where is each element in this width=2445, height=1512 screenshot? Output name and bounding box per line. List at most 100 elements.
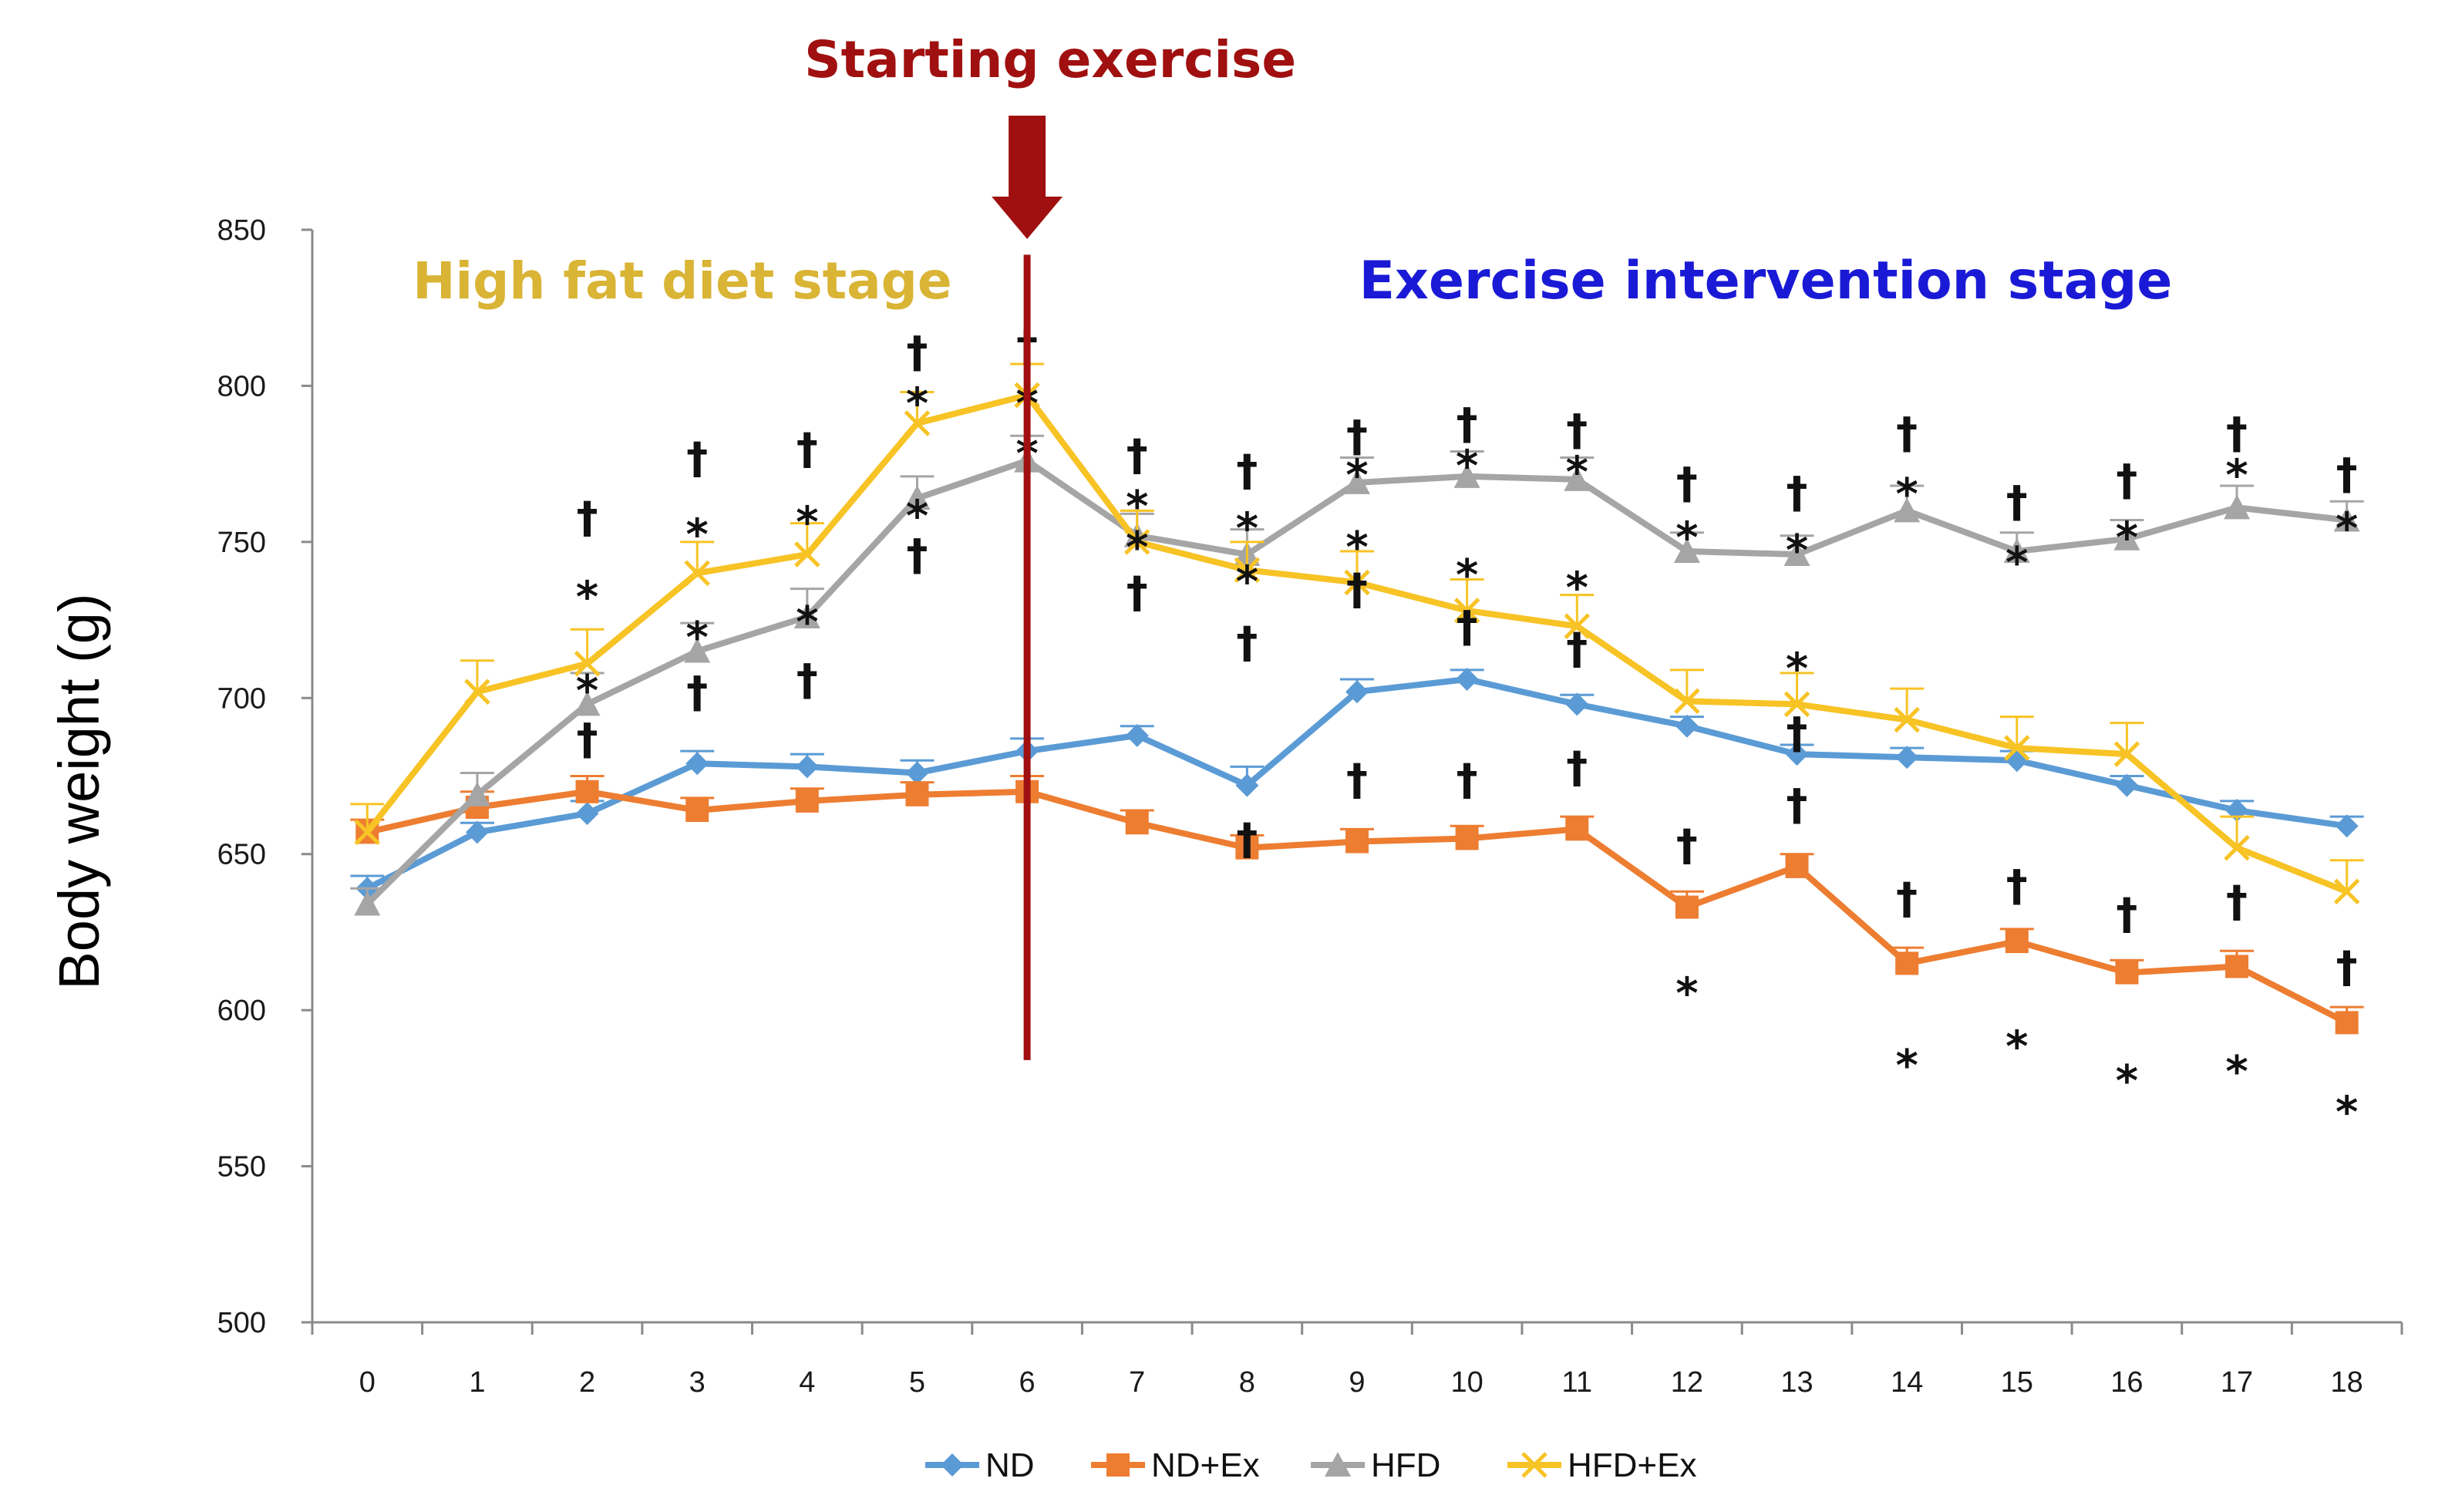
significance-dagger: †: [2116, 456, 2137, 506]
data-point: [1564, 466, 1591, 491]
data-point: [2333, 878, 2360, 905]
data-point: [2113, 741, 2140, 767]
data-point: [1565, 692, 1589, 716]
data-point: [1675, 895, 1699, 919]
x-tick-label: 14: [1891, 1366, 1923, 1399]
data-point: [1344, 469, 1370, 494]
significance-star: *: [1345, 451, 1368, 501]
data-point: [464, 679, 490, 705]
data-point: [795, 755, 819, 779]
significance-star: *: [1236, 503, 1258, 554]
significance-dagger: †: [686, 668, 708, 718]
significance-dagger: †: [1457, 602, 1478, 652]
data-point: [1455, 827, 1479, 850]
significance-dagger: †: [2116, 890, 2137, 940]
x-tick-label: 9: [1349, 1366, 1365, 1399]
data-point: [795, 789, 819, 813]
data-point: [1453, 598, 1480, 624]
data-point: [463, 781, 490, 807]
significance-star: *: [2116, 514, 2138, 564]
significance-star: *: [686, 613, 709, 663]
significance-dagger: †: [1457, 399, 1478, 450]
significance-star: *: [1345, 523, 1368, 573]
significance-star: *: [796, 497, 818, 547]
data-point: [1674, 688, 1700, 715]
significance-dagger: †: [796, 655, 818, 705]
significance-dagger: †: [577, 715, 598, 765]
x-tick-label: 0: [359, 1366, 376, 1399]
significance-dagger: †: [686, 434, 708, 484]
y-tick-label: 650: [217, 839, 266, 871]
legend: ND ND+Ex HFD HFD+Ex: [925, 1446, 1696, 1484]
series-line: [366, 788, 2349, 1025]
data-point: [2335, 1011, 2359, 1035]
significance-star: *: [1786, 645, 1808, 695]
series-hfd-ex: [350, 362, 2364, 905]
significance-star: *: [1896, 470, 1918, 520]
data-point: [684, 638, 711, 663]
significance-star: *: [1126, 523, 1148, 573]
data-point: [1673, 538, 1700, 564]
data-point: [1785, 854, 1809, 878]
legend-item-hfd: HFD: [1311, 1446, 1440, 1484]
x-tick-label: 4: [799, 1366, 815, 1399]
data-point: [1565, 817, 1589, 841]
x-tick-label: 5: [909, 1366, 925, 1399]
y-tick-label: 600: [217, 995, 266, 1027]
significance-dagger: †: [1896, 409, 1918, 459]
data-point: [1345, 830, 1369, 854]
data-point: [2333, 507, 2360, 532]
significance-star: *: [1456, 441, 1478, 491]
high-fat-diet-stage-label: High fat diet stage: [413, 251, 951, 311]
data-point: [1125, 723, 1149, 747]
data-point: [2004, 735, 2030, 761]
data-point: [1783, 691, 1810, 718]
data-point: [1344, 569, 1370, 596]
significance-dagger: †: [1787, 780, 1808, 830]
data-point: [354, 819, 381, 846]
data-point: [574, 650, 601, 677]
x-tick-label: 13: [1780, 1366, 1813, 1399]
y-tick-label: 550: [217, 1151, 266, 1184]
significance-star: *: [2006, 1022, 2028, 1073]
data-point: [1894, 497, 1921, 523]
significance-dagger: †: [1346, 565, 1368, 615]
data-point: [1564, 613, 1591, 639]
x-tick-label: 1: [469, 1366, 485, 1399]
starting-exercise-arrow-head: [992, 197, 1063, 239]
data-point: [1895, 951, 1919, 975]
data-point: [1785, 743, 1809, 766]
significance-dagger: †: [1236, 446, 1258, 497]
data-point: [2224, 834, 2250, 861]
significance-star: *: [1236, 557, 1258, 607]
significance-dagger: †: [906, 328, 928, 378]
data-point: [1455, 667, 1479, 691]
significance-star: *: [686, 510, 709, 561]
significance-dagger: †: [2336, 450, 2358, 500]
x-tick-label: 17: [2221, 1366, 2253, 1399]
significance-star: *: [2336, 1088, 2358, 1138]
data-point: [794, 541, 820, 567]
significance-star: *: [1566, 563, 1588, 613]
data-point: [1123, 529, 1150, 555]
significance-star: *: [1675, 969, 1698, 1019]
significance-star: *: [576, 573, 598, 623]
data-point: [2335, 814, 2359, 838]
data-point: [2224, 494, 2251, 520]
y-tick-label: 800: [217, 370, 266, 402]
significance-dagger: †: [1346, 756, 1368, 806]
data-point: [1234, 557, 1261, 584]
series-hfd: [350, 434, 2364, 916]
data-point: [905, 783, 929, 807]
x-tick-label: 8: [1239, 1366, 1255, 1399]
data-point: [1675, 714, 1699, 738]
data-point: [1895, 746, 1919, 769]
significance-dagger: †: [1566, 625, 1588, 675]
y-tick-label: 750: [217, 527, 266, 559]
data-point: [905, 761, 929, 785]
significance-star: *: [1566, 448, 1588, 498]
x-tick-label: 12: [1671, 1366, 1703, 1399]
significance-dagger: †: [1676, 459, 1698, 509]
